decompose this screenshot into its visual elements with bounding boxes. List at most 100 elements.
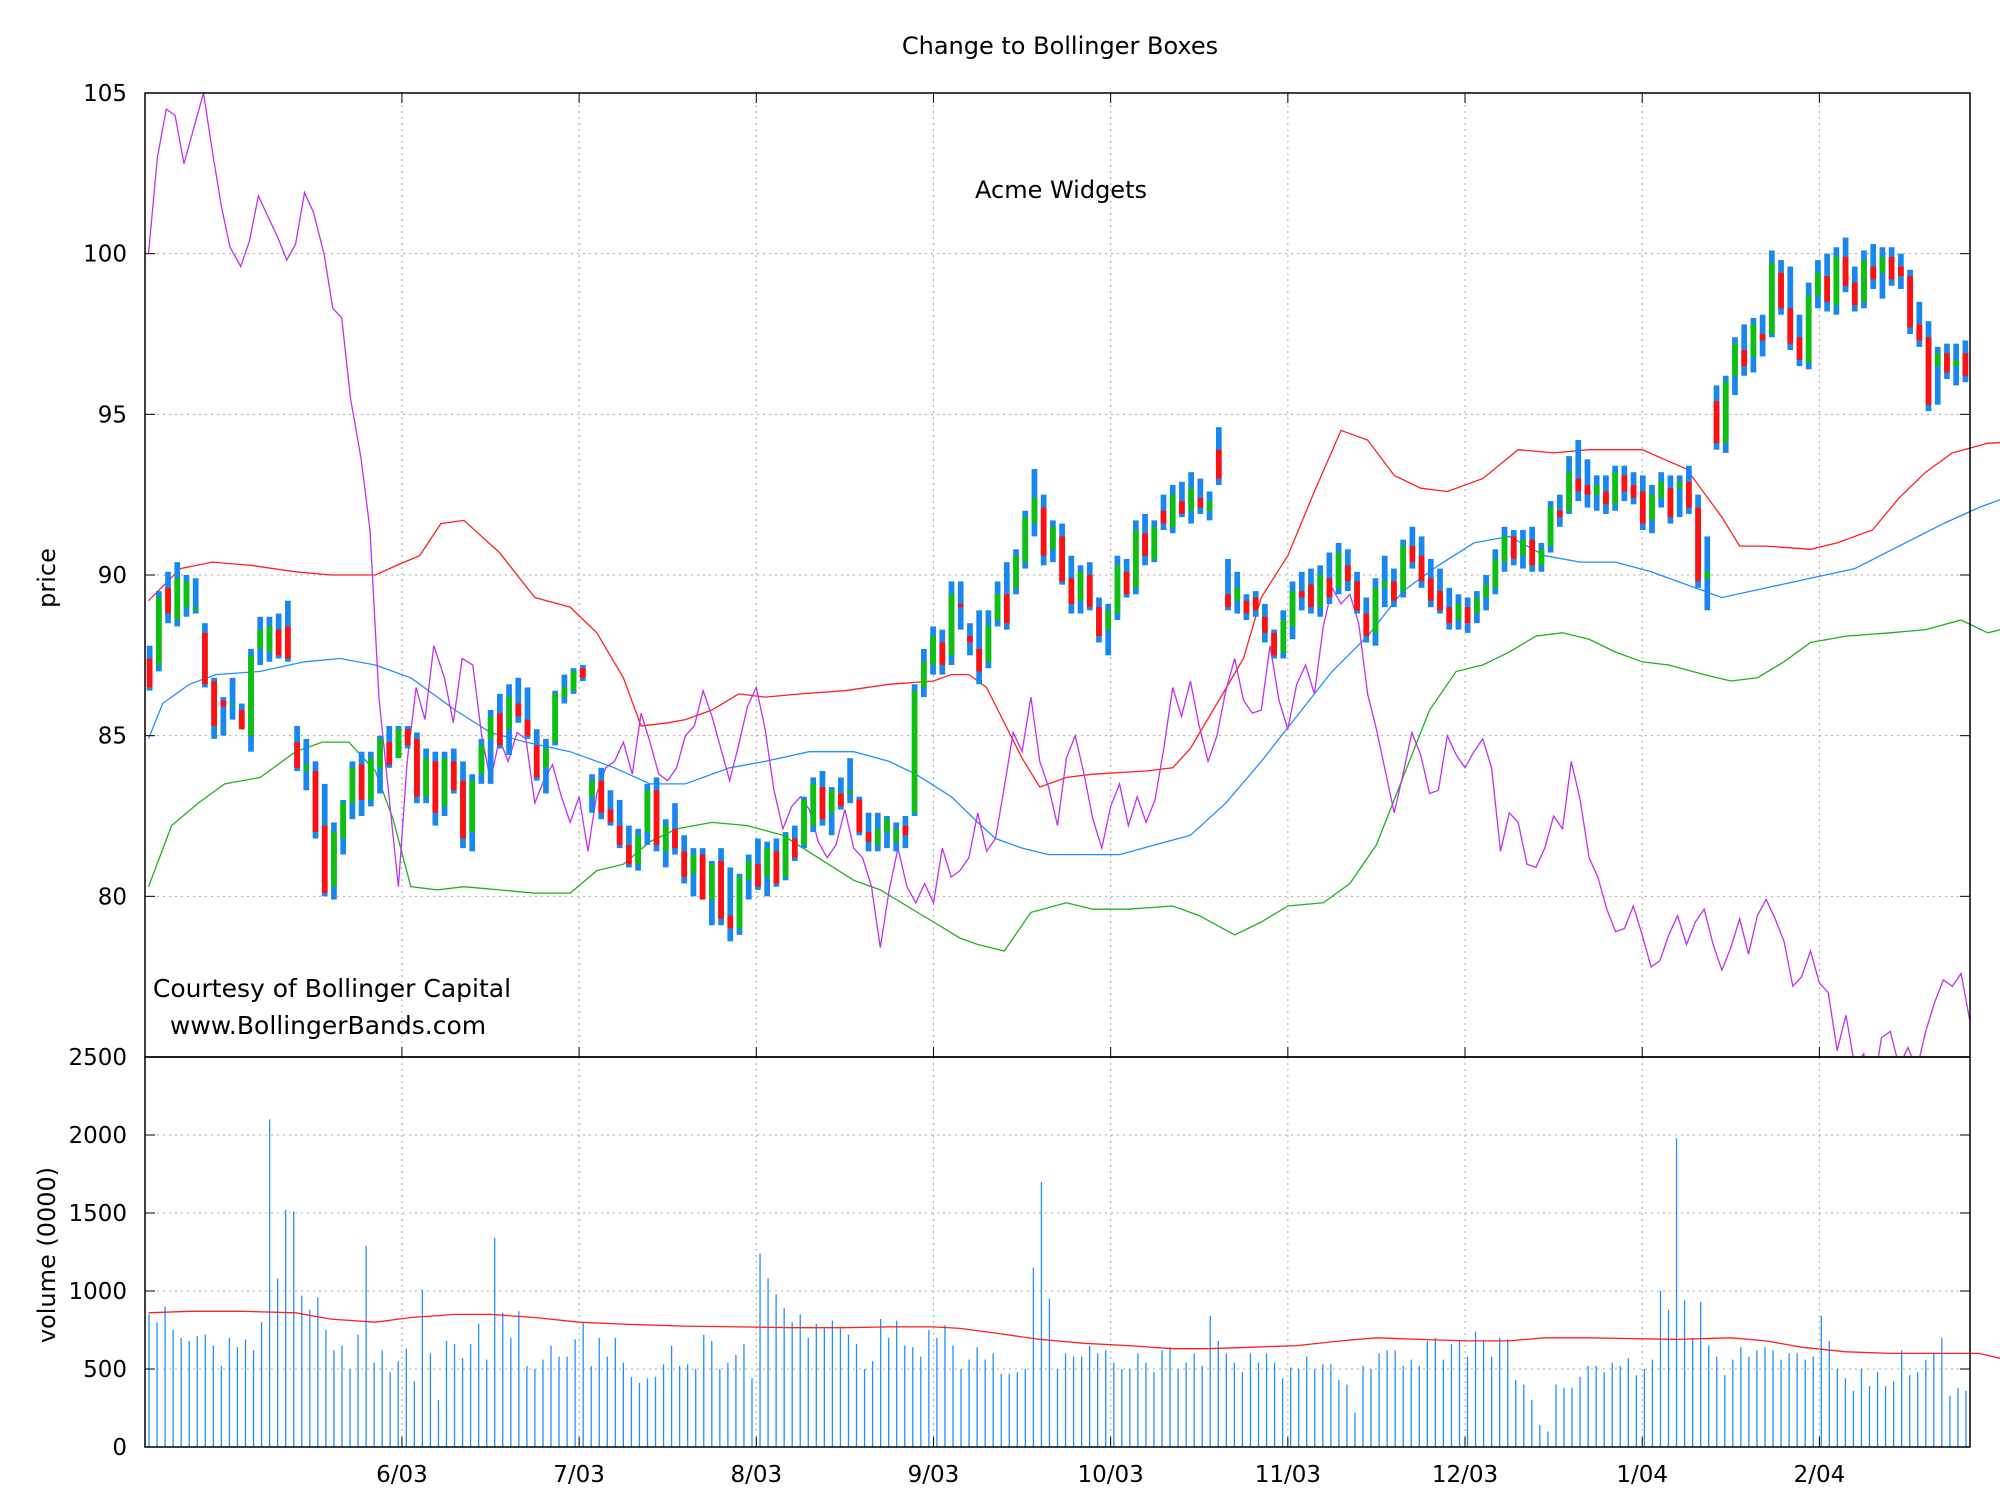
x-tick-label: 2/04 [1794, 1462, 1846, 1488]
down-box [1842, 256, 1849, 286]
price-box [810, 777, 817, 833]
price-box [1031, 468, 1038, 537]
price-box [395, 726, 402, 759]
price-box [690, 848, 697, 897]
price-box [367, 751, 374, 807]
down-box [976, 648, 983, 672]
up-box [1188, 488, 1195, 511]
volume-tick-label: 500 [83, 1357, 127, 1383]
up-box [1593, 485, 1600, 495]
down-box [791, 838, 798, 858]
lower-band-line [147, 619, 2000, 952]
up-box [478, 745, 485, 775]
price-box [1022, 510, 1029, 569]
up-box [1732, 343, 1738, 376]
up-box [331, 832, 337, 887]
price-box [1879, 247, 1886, 299]
up-box [1722, 382, 1729, 444]
price-box [598, 767, 605, 820]
down-box [1603, 491, 1609, 505]
up-box [1317, 575, 1324, 608]
range-bar [515, 677, 522, 723]
down-box [275, 629, 282, 656]
price-box [838, 777, 844, 810]
down-box [1142, 533, 1148, 556]
price-box [1768, 250, 1775, 338]
down-box [460, 780, 466, 839]
down-box [1510, 536, 1517, 559]
down-box [902, 825, 909, 836]
price-box [1381, 555, 1388, 608]
price-box [1243, 594, 1250, 620]
price-box [1787, 266, 1794, 351]
price-box [349, 761, 356, 820]
up-box [1289, 591, 1296, 627]
price-box [487, 709, 494, 784]
down-box [1409, 546, 1416, 563]
range-bar [1676, 475, 1683, 518]
price-box [1188, 472, 1195, 524]
up-box [1483, 584, 1489, 598]
down-box [238, 709, 245, 730]
up-box [644, 790, 651, 833]
price-box [718, 848, 724, 926]
volume-tick-label: 2500 [68, 1045, 127, 1071]
price-box [1805, 282, 1812, 370]
price-box [1354, 571, 1360, 614]
down-box [598, 780, 605, 813]
up-box [1833, 256, 1840, 306]
range-bar [847, 758, 853, 804]
price-box [533, 729, 540, 781]
price-box [1262, 603, 1268, 643]
price-box [1280, 610, 1287, 659]
price-box [275, 613, 282, 659]
credit-line-2: www.BollingerBands.com [170, 1011, 486, 1040]
up-box [745, 860, 752, 881]
down-box [1925, 337, 1932, 405]
price-box [801, 796, 807, 849]
price-box [1317, 565, 1324, 617]
up-box [552, 693, 559, 743]
down-box [1179, 501, 1185, 514]
up-box [248, 655, 254, 736]
up-box [1169, 494, 1176, 527]
price-box [948, 581, 955, 665]
price-box [1464, 597, 1471, 633]
up-box [1050, 526, 1056, 550]
range-bar [1879, 247, 1886, 299]
price-box [165, 571, 171, 624]
down-box [616, 825, 623, 845]
price-box [423, 748, 429, 804]
plot-frames [144, 92, 1971, 1448]
price-box [1455, 594, 1462, 630]
price-box [340, 799, 347, 855]
price-box [1732, 337, 1738, 396]
up-box [423, 758, 429, 797]
up-box [506, 697, 512, 730]
down-box [1944, 353, 1950, 373]
price-box [1851, 266, 1858, 312]
up-box [920, 661, 927, 688]
up-box [948, 594, 955, 656]
price-box [773, 838, 780, 887]
down-box [856, 799, 863, 833]
down-box [773, 851, 780, 884]
down-box [321, 825, 328, 894]
down-box [1584, 485, 1591, 495]
up-box [1031, 497, 1038, 524]
price-box [1003, 562, 1010, 630]
down-box [1888, 256, 1895, 280]
price-box [303, 738, 310, 791]
price-box [404, 726, 411, 749]
down-box [939, 642, 946, 665]
price-box [1953, 343, 1960, 386]
up-box [1676, 481, 1683, 489]
price-box [1556, 494, 1563, 527]
price-tick-label: 100 [83, 242, 127, 268]
price-box [432, 751, 439, 826]
up-box [1805, 295, 1812, 363]
down-box [1907, 276, 1913, 328]
down-box [1418, 555, 1425, 582]
up-box [994, 594, 1001, 620]
